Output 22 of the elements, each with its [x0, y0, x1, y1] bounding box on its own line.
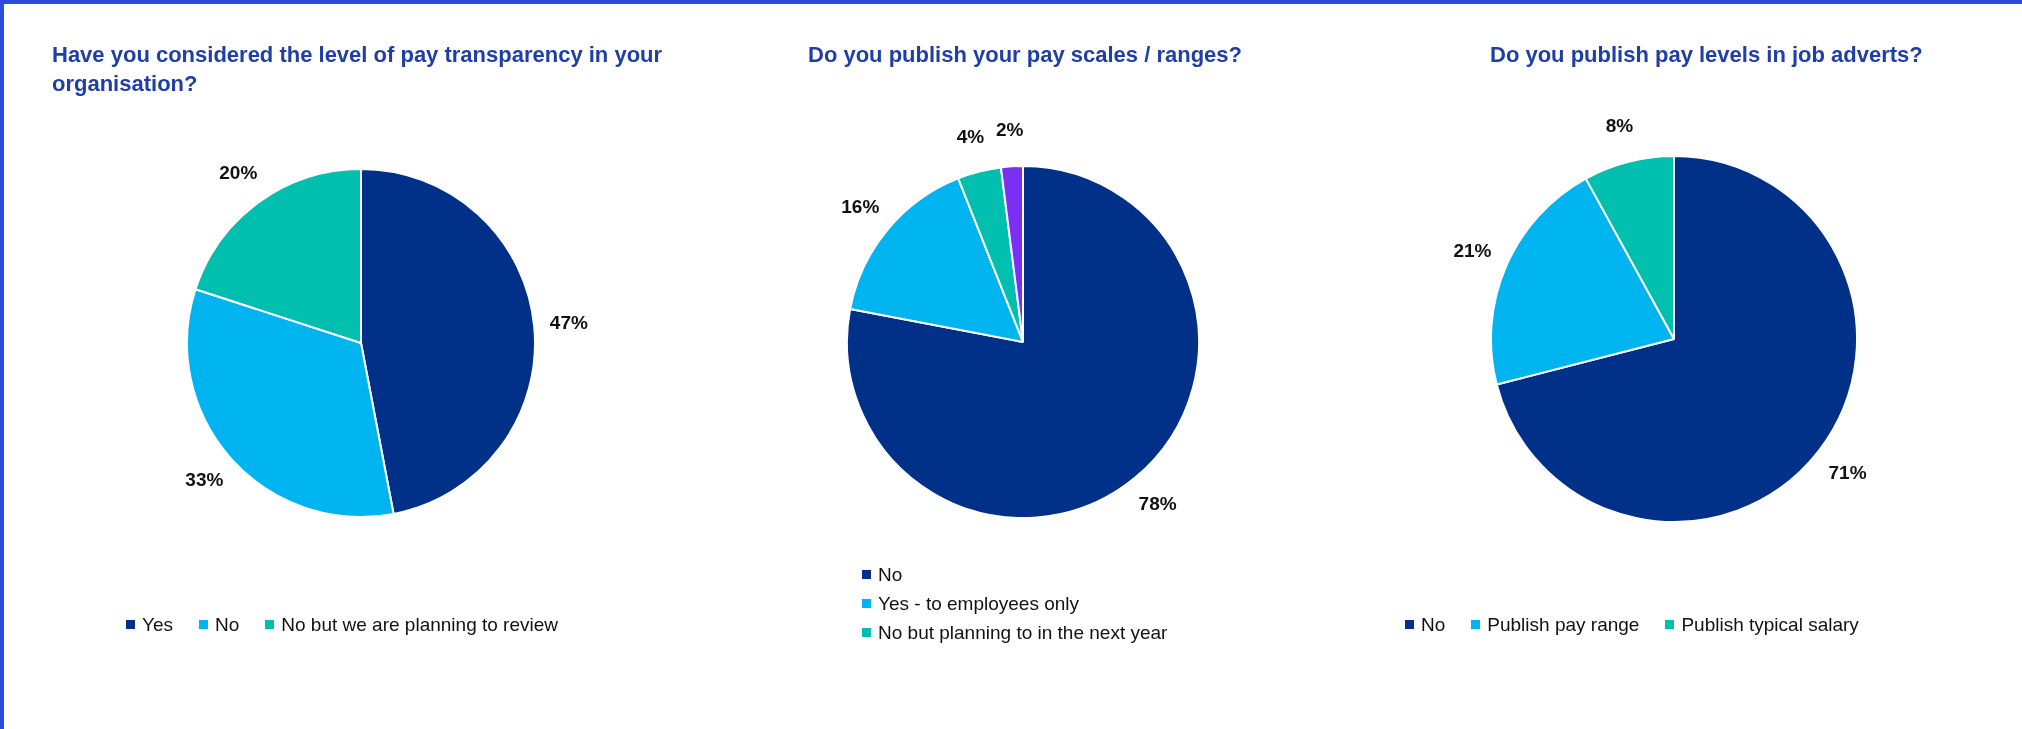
- legend-label: No but we are planning to review: [281, 613, 559, 636]
- data-label: 21%: [1453, 240, 1492, 262]
- data-label: 16%: [841, 195, 880, 217]
- data-label: 33%: [185, 469, 224, 491]
- legend-label: Yes: [142, 613, 173, 636]
- data-label: 71%: [1828, 461, 1867, 483]
- data-label: 4%: [956, 125, 985, 147]
- legend-label: Publish typical salary: [1681, 613, 1859, 636]
- data-label: 20%: [219, 162, 258, 184]
- legend-label: No: [878, 563, 903, 586]
- legend-label: No: [1421, 613, 1446, 636]
- chart-title: Have you considered the level of pay transparency in your organisation?: [52, 41, 664, 98]
- chart-title: Do you publish pay levels in job adverts?: [1490, 41, 1924, 69]
- data-label: 78%: [1138, 492, 1177, 514]
- data-label: 47%: [549, 311, 588, 333]
- legend-label: No but planning to in the next year: [878, 621, 1168, 644]
- legend-label: Publish pay range: [1487, 613, 1640, 636]
- data-label: 8%: [1605, 114, 1634, 136]
- data-label: 2%: [996, 119, 1024, 141]
- legend-label: No: [215, 613, 240, 636]
- legend-label: Yes - to employees only: [878, 592, 1080, 615]
- chart-title: Do you publish your pay scales / ranges?: [808, 41, 1243, 69]
